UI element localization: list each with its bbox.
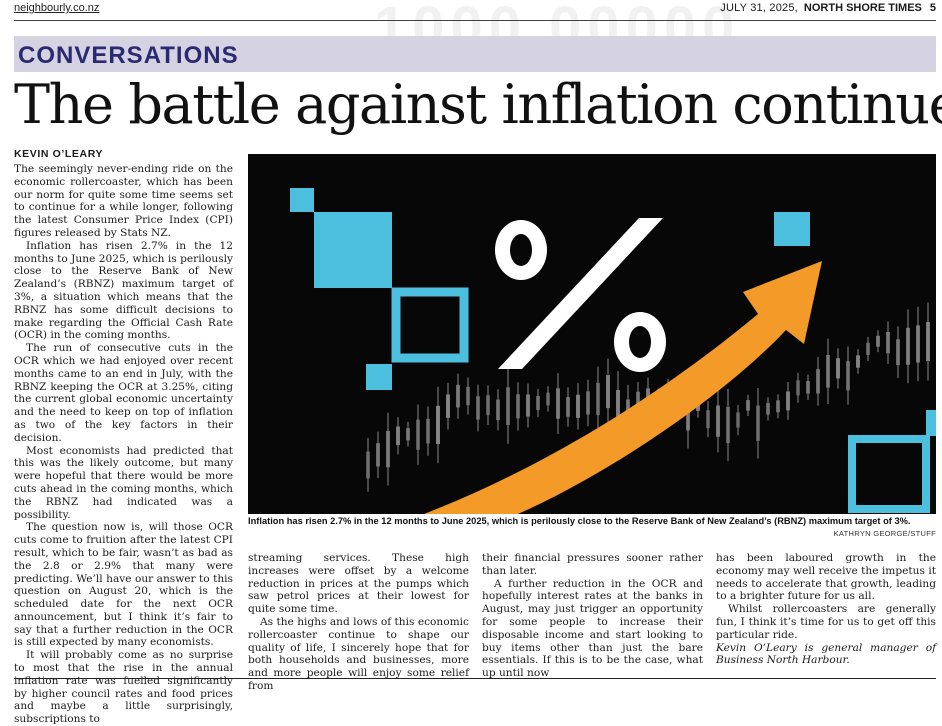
candle-body (776, 400, 780, 413)
cyan-square-outline (391, 287, 469, 363)
candle-body (766, 403, 770, 415)
candle-body (526, 394, 530, 417)
candle-body (756, 405, 760, 441)
paragraph: As the highs and lows of this economic r… (248, 615, 469, 692)
site-link[interactable]: neighbourly.co.nz (14, 2, 100, 14)
inflation-illustration (290, 188, 936, 514)
author-bio: Kevin O’Leary is general manager of Busi… (716, 641, 936, 667)
cyan-square-edge (926, 410, 936, 436)
candle-body (426, 418, 430, 444)
article-column-1: The seemingly never-ending ride on the e… (14, 163, 233, 726)
candle-body (486, 395, 490, 416)
candle-body (806, 380, 810, 394)
paragraph: Most economists had predicted that this … (14, 444, 233, 521)
cyan-square-small (290, 188, 314, 212)
paragraph: The seemingly never-ending ride on the e… (14, 163, 233, 239)
candle-body (376, 443, 380, 467)
candle-body (416, 419, 420, 450)
article-headline: The battle against inflation continues (14, 73, 942, 136)
paragraph: has been laboured growth in the economy … (716, 552, 936, 603)
paragraph: their financial pressures sooner rather … (482, 552, 703, 577)
candle-body (466, 386, 470, 406)
candle-body (896, 339, 900, 366)
candle-body (556, 388, 560, 419)
cyan-square-top-right (774, 212, 810, 246)
candle-body (536, 396, 540, 411)
candle-body (796, 380, 800, 396)
photo-caption: Inflation has risen 2.7% in the 12 month… (248, 516, 911, 526)
paper-name: NORTH SHORE TIMES (803, 2, 922, 14)
candle-body (826, 354, 830, 388)
candle-body (736, 412, 740, 428)
candle-body (366, 451, 370, 479)
cyan-square-outline (848, 435, 930, 513)
cyan-square-small (366, 364, 392, 390)
candle-body (396, 426, 400, 446)
candle-body (596, 382, 600, 416)
paragraph: A further reduction in the OCR and hopef… (482, 577, 703, 680)
candle-body (436, 405, 440, 445)
article-column-4: has been laboured growth in the economy … (716, 552, 936, 667)
candle-body (876, 335, 880, 347)
candle-body (856, 355, 860, 368)
paragraph: It will probably come as no surprise to … (14, 649, 233, 726)
section-label: CONVERSATIONS (18, 42, 239, 69)
photo-credit: KATHRYN GEORGE/STUFF (833, 529, 936, 538)
section-label-band: CONVERSATIONS (14, 36, 936, 72)
candle-body (906, 327, 910, 365)
candle-body (546, 392, 550, 406)
candle-body (916, 325, 920, 363)
candle-body (516, 394, 520, 419)
page-number: 5 (929, 2, 936, 14)
bottom-rule (14, 678, 936, 679)
percent-icon (495, 218, 666, 372)
candle-body (816, 369, 820, 394)
candle-body (706, 410, 710, 429)
article-column-2: streaming services. These high increases… (248, 552, 469, 693)
article-column-3: their financial pressures sooner rather … (482, 552, 703, 680)
candle-body (476, 396, 480, 420)
candle-body (386, 430, 390, 468)
paragraph: Inflation has risen 2.7% in the 12 month… (14, 239, 233, 342)
candle-body (846, 361, 850, 391)
candle-body (566, 397, 570, 417)
candle-body (586, 391, 590, 415)
candle-body (726, 406, 730, 444)
masthead: JULY 31, 2025, NORTH SHORE TIMES 5 (720, 2, 936, 14)
rising-arrow (424, 261, 822, 514)
candle-body (406, 428, 410, 441)
page-header: neighbourly.co.nz 1000 00000 JULY 31, 20… (14, 0, 936, 60)
paragraph: streaming services. These high increases… (248, 552, 469, 616)
candle-body (506, 387, 510, 426)
article-photo (248, 154, 936, 514)
paragraph: The question now is, will those OCR cuts… (14, 521, 233, 649)
byline: KEVIN O’LEARY (14, 148, 104, 160)
candle-body (866, 342, 870, 355)
issue-date: JULY 31, 2025, (720, 2, 798, 14)
paragraph: Whilst rollercoasters are generally fun,… (716, 603, 936, 641)
candle-body (716, 405, 720, 437)
cyan-square-large (314, 212, 392, 288)
candle-body (456, 384, 460, 408)
candle-body (576, 394, 580, 418)
candle-body (446, 394, 450, 418)
candle-body (636, 391, 640, 412)
candle-body (836, 358, 840, 379)
candle-body (746, 400, 750, 411)
candle-body (786, 391, 790, 411)
paragraph: The run of consecutive cuts in the OCR w… (14, 342, 233, 444)
candle-body (616, 389, 620, 428)
candle-body (606, 375, 610, 409)
candle-body (886, 331, 890, 354)
candle-body (496, 399, 500, 421)
candle-body (926, 321, 930, 361)
